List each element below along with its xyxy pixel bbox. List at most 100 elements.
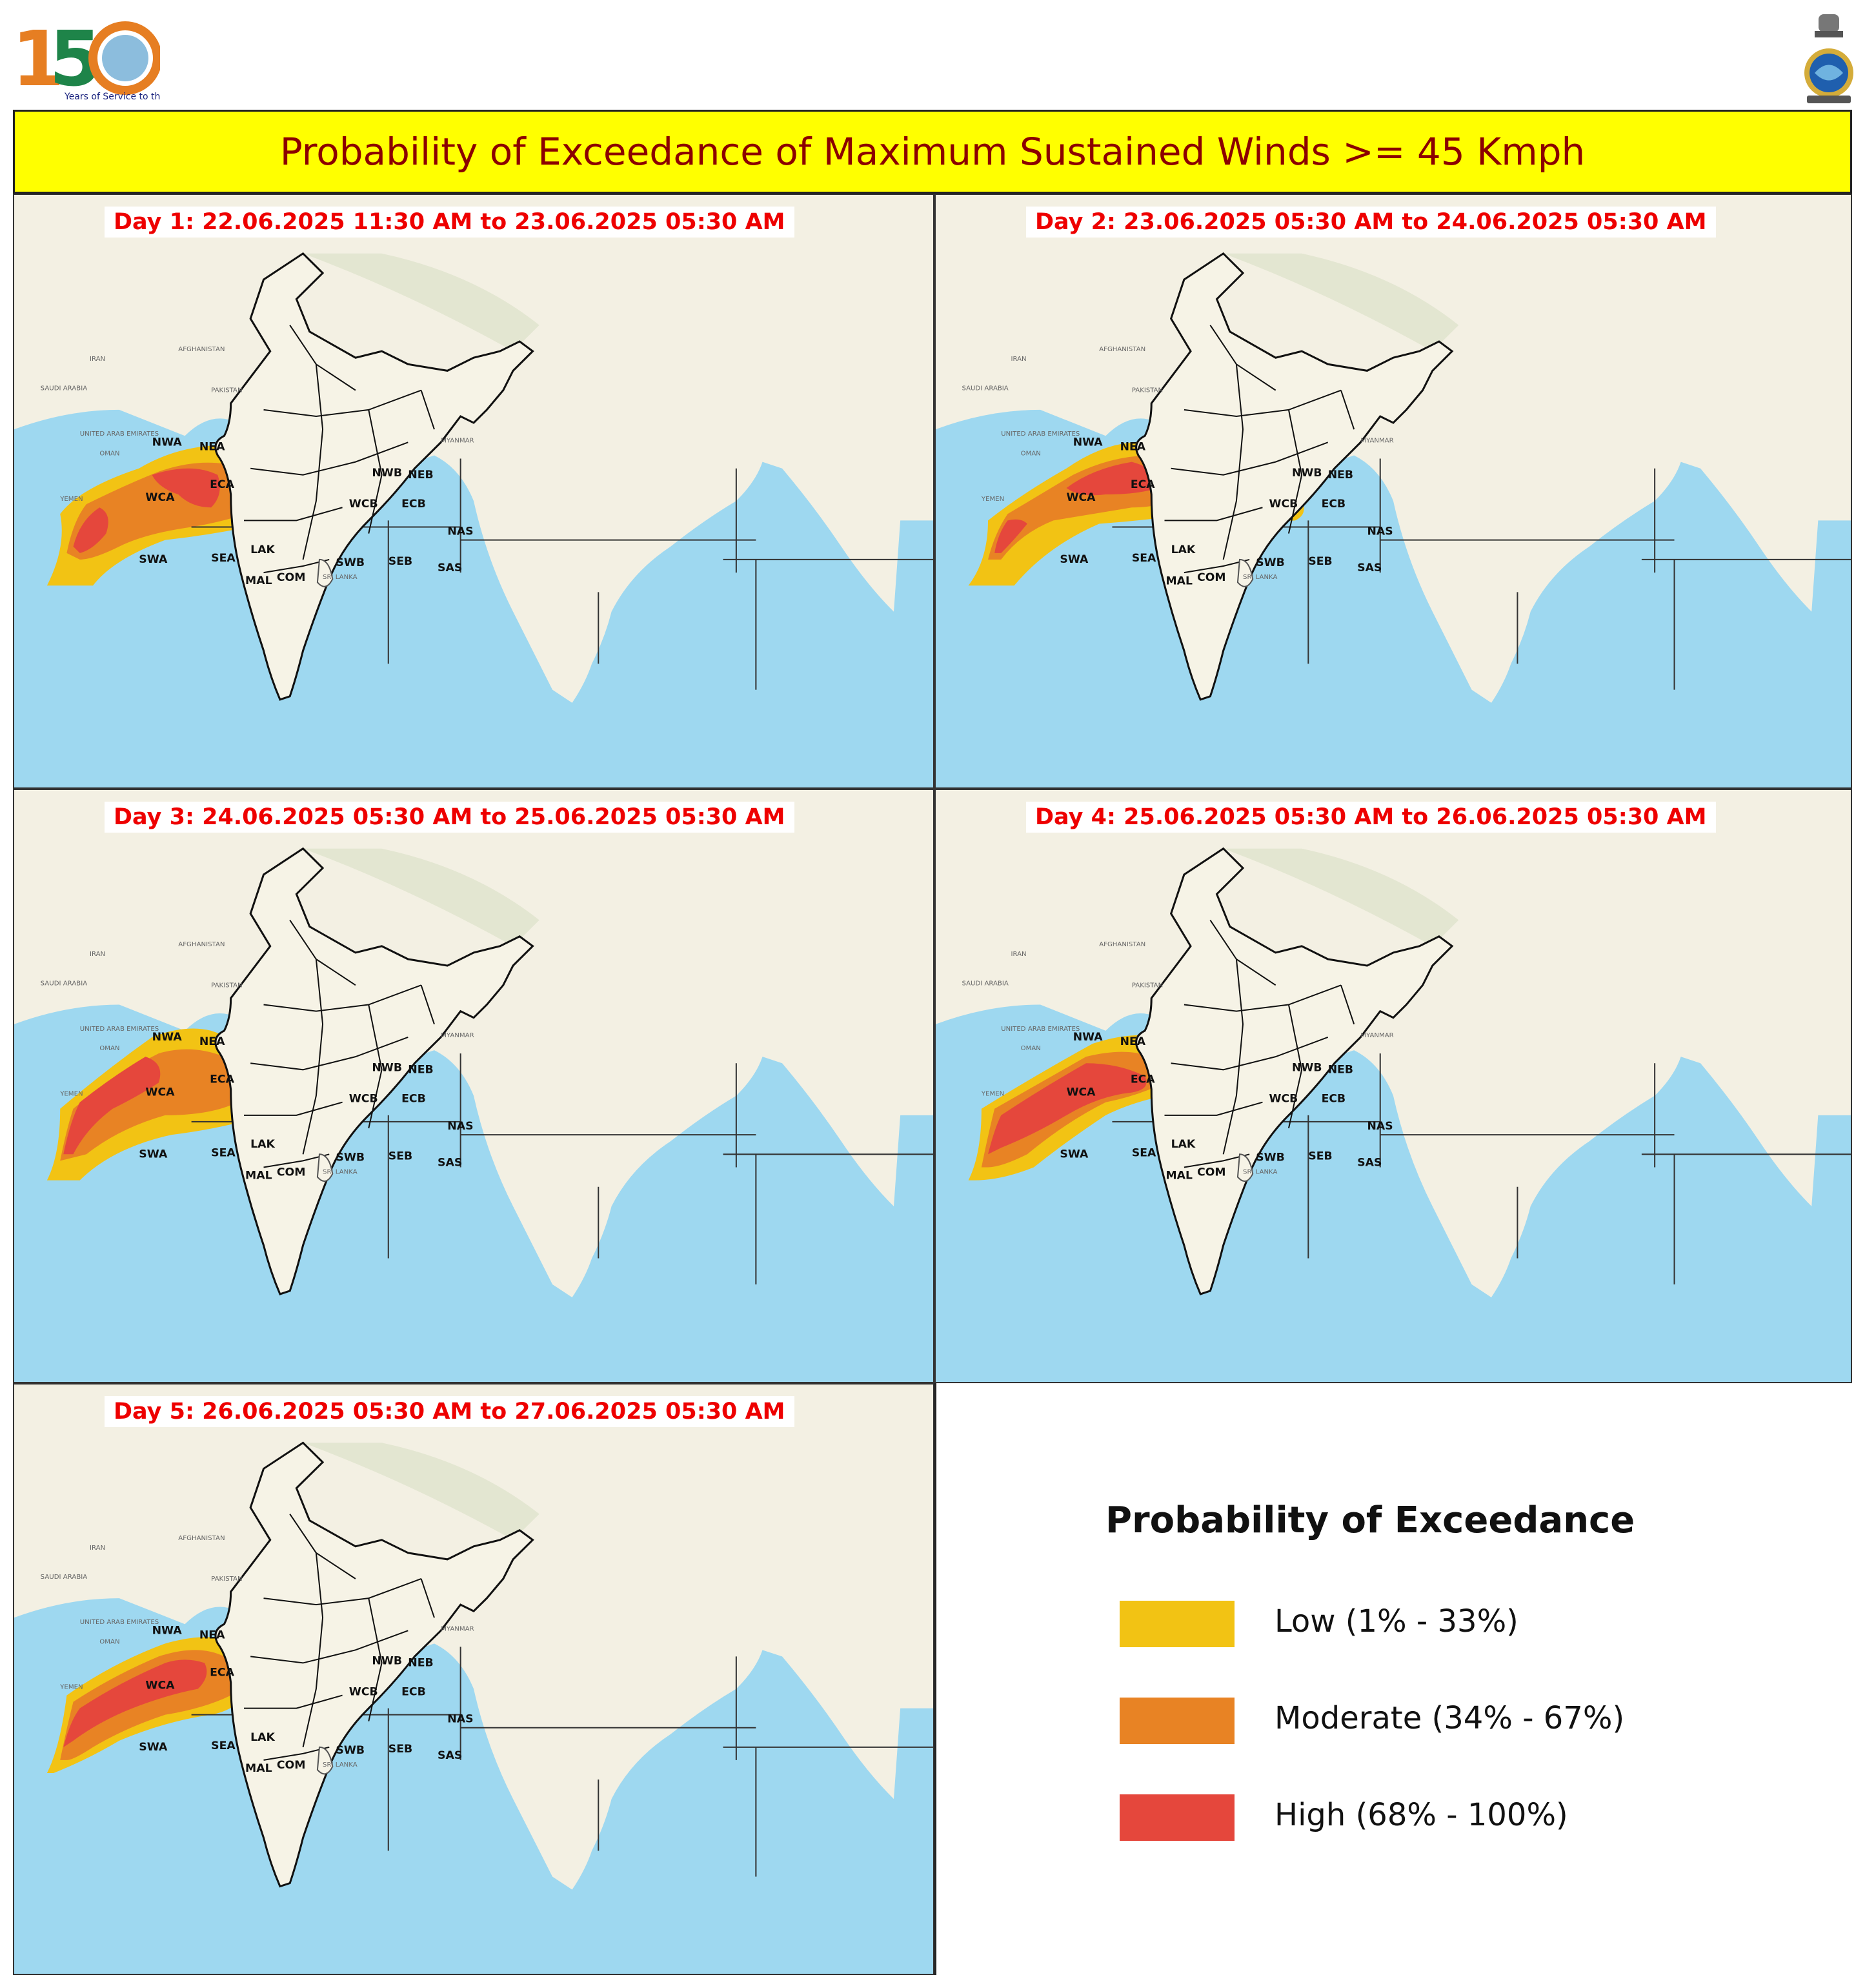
- state-boundary: [263, 389, 421, 418]
- region-label-nas: NAS: [447, 1713, 473, 1726]
- panel-date-label: Day 2: 23.06.2025 05:30 AM to 24.06.2025…: [1026, 207, 1716, 238]
- country-label: UNITED ARAB EMIRATES: [1001, 431, 1080, 438]
- country-label: IRAN: [1011, 951, 1026, 958]
- region-label-eca: ECA: [210, 1667, 235, 1679]
- region-label-mal: MAL: [245, 574, 272, 587]
- state-boundary: [263, 1578, 421, 1606]
- panel-date-label: Day 1: 22.06.2025 11:30 AM to 23.06.2025…: [105, 207, 794, 238]
- country-label: UNITED ARAB EMIRATES: [80, 431, 159, 438]
- country-label: SAUDI ARABIA: [41, 980, 88, 987]
- region-label-nwb: NWB: [372, 1061, 402, 1074]
- state-boundary: [244, 1694, 343, 1709]
- region-label-sea: SEA: [1132, 1146, 1156, 1159]
- terrain-shade: [303, 1443, 539, 1540]
- region-label-swb: SWB: [336, 1744, 365, 1757]
- country-label: IRAN: [1011, 356, 1026, 363]
- region-label-sas: SAS: [1357, 1156, 1382, 1169]
- state-boundary: [302, 1552, 324, 1748]
- country-label: OMAN: [1021, 1045, 1041, 1052]
- sri-lanka-outline: [1236, 558, 1254, 587]
- region-label-swa: SWA: [139, 1741, 168, 1754]
- state-boundary: [1340, 984, 1355, 1025]
- region-label-com: COM: [1197, 1166, 1225, 1179]
- region-label-lak: LAK: [1171, 543, 1196, 556]
- region-label-ecb: ECB: [401, 1093, 426, 1106]
- region-label-swb: SWB: [336, 556, 365, 569]
- region-label-sas: SAS: [438, 562, 462, 574]
- region-label-lak: LAK: [1171, 1138, 1196, 1151]
- probability-zone-low: [968, 441, 1304, 586]
- region-label-nas: NAS: [447, 1120, 473, 1133]
- region-label-wca: WCA: [145, 1086, 175, 1099]
- region-label-ecb: ECB: [1322, 1093, 1346, 1106]
- country-label: IRAN: [90, 356, 105, 363]
- region-label-seb: SEB: [388, 1150, 412, 1162]
- panel-date-label: Day 4: 25.06.2025 05:30 AM to 26.06.2025…: [1026, 802, 1716, 833]
- state-boundary: [1287, 409, 1303, 534]
- region-label-seb: SEB: [388, 555, 412, 568]
- region-label-seb: SEB: [388, 1743, 412, 1756]
- region-label-com: COM: [277, 1166, 306, 1179]
- region-label-nea: NEA: [1120, 440, 1146, 453]
- sri-lanka-outline: [316, 1746, 334, 1775]
- region-label-wca: WCA: [1067, 491, 1096, 504]
- region-label-nas: NAS: [1367, 1120, 1393, 1133]
- terrain-shade: [303, 848, 539, 946]
- country-label: SAUDI ARABIA: [962, 980, 1009, 987]
- country-label: PAKISTAN: [1132, 387, 1163, 394]
- region-label-swb: SWB: [336, 1151, 365, 1164]
- region-label-nea: NEA: [199, 1628, 225, 1641]
- country-label: SRI LANKA: [323, 574, 358, 581]
- region-label-mal: MAL: [245, 1762, 272, 1775]
- country-label: OMAN: [99, 1638, 119, 1645]
- country-label: SAUDI ARABIA: [41, 385, 88, 392]
- region-label-nwa: NWA: [152, 436, 183, 449]
- region-label-lak: LAK: [250, 1731, 275, 1744]
- region-label-swb: SWB: [1256, 556, 1284, 569]
- region-label-ecb: ECB: [1322, 498, 1346, 511]
- region-label-mal: MAL: [245, 1170, 272, 1182]
- region-label-swa: SWA: [1060, 1148, 1089, 1161]
- map-panel-day2: NWA NEA ECA WCA SWA SEA LAK MAL COM SWB SEB WCB ECB N…: [934, 194, 1852, 789]
- region-label-wcb: WCB: [349, 1093, 378, 1106]
- logo-number-1: 1: [12, 14, 65, 101]
- region-label-sea: SEA: [211, 1740, 236, 1752]
- country-label: MYANMAR: [441, 1032, 474, 1039]
- region-label-ecb: ECB: [401, 498, 426, 511]
- imd-150-years-logo: 1 5 Years of Service to the Nation: [12, 14, 198, 103]
- country-label: YEMEN: [59, 496, 83, 503]
- country-label: AFGHANISTAN: [178, 1535, 225, 1542]
- probability-zone-high: [63, 1659, 207, 1747]
- state-boundary: [1222, 364, 1244, 560]
- country-label: MYANMAR: [1360, 437, 1393, 444]
- state-boundary: [420, 1578, 435, 1618]
- region-label-ecb: ECB: [401, 1686, 426, 1699]
- state-boundary: [302, 364, 324, 560]
- region-label-swa: SWA: [1060, 553, 1089, 566]
- region-label-neb: NEB: [1328, 469, 1353, 482]
- state-boundary: [1222, 959, 1244, 1155]
- country-label: SAUDI ARABIA: [41, 1574, 88, 1581]
- region-label-nas: NAS: [1367, 525, 1393, 538]
- region-label-nwa: NWA: [1073, 1031, 1104, 1044]
- india-outline: [214, 847, 534, 1295]
- region-label-nwb: NWB: [1292, 467, 1322, 480]
- country-label: YEMEN: [981, 1091, 1004, 1098]
- india-outline: [214, 1441, 534, 1888]
- probability-zone-high: [63, 1057, 161, 1155]
- region-label-wca: WCA: [145, 1679, 175, 1692]
- region-label-swa: SWA: [139, 553, 168, 566]
- map-svg: NWA NEA ECA WCA SWA SEA LAK MAL COM SWB SEB WCB ECB N…: [936, 790, 1851, 1382]
- region-label-eca: ECA: [1131, 478, 1155, 491]
- india-outline: [1135, 252, 1454, 701]
- country-label: SRI LANKA: [323, 1169, 358, 1176]
- country-label: AFGHANISTAN: [178, 941, 225, 948]
- state-boundary: [1184, 389, 1342, 418]
- region-label-mal: MAL: [1166, 574, 1193, 587]
- state-boundary: [368, 1598, 383, 1721]
- region-label-com: COM: [277, 1759, 306, 1772]
- map-panel-day3: NWA NEA ECA WCA SWA SEA LAK MAL COM SWB SEB WCB ECB N…: [13, 789, 934, 1383]
- map-panel-day4: NWA NEA ECA WCA SWA SEA LAK MAL COM SWB SEB WCB ECB N…: [934, 789, 1852, 1383]
- state-boundary: [1171, 441, 1329, 476]
- region-label-sea: SEA: [1132, 552, 1156, 565]
